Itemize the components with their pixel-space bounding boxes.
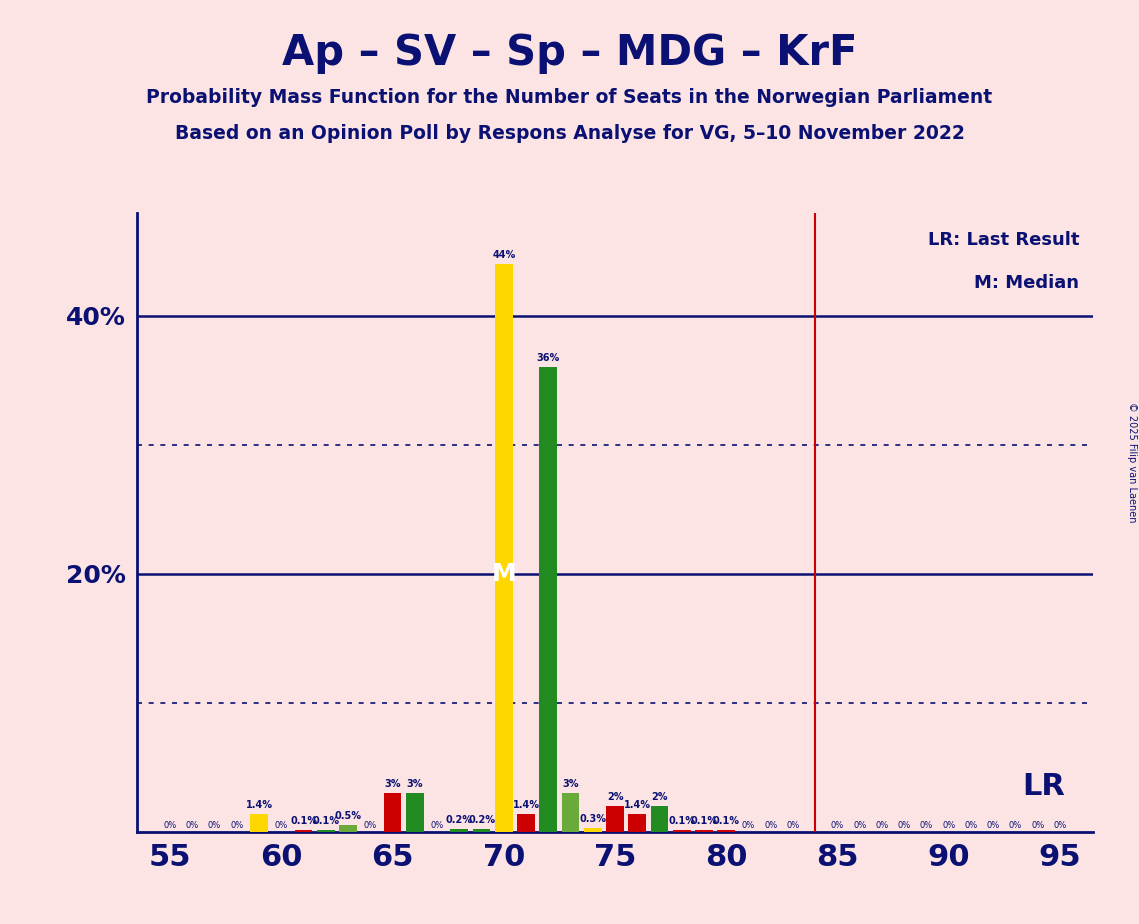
Text: 3%: 3% (407, 779, 423, 789)
Bar (673, 831, 690, 832)
Text: © 2025 Filip van Laenen: © 2025 Filip van Laenen (1128, 402, 1137, 522)
Text: 0.1%: 0.1% (312, 817, 339, 826)
Text: 0.1%: 0.1% (690, 817, 718, 826)
Bar (606, 806, 624, 832)
Text: Based on an Opinion Poll by Respons Analyse for VG, 5–10 November 2022: Based on an Opinion Poll by Respons Anal… (174, 124, 965, 143)
Text: 0%: 0% (942, 821, 956, 831)
Text: 1.4%: 1.4% (513, 799, 540, 809)
Text: 2%: 2% (652, 792, 667, 802)
Bar (695, 831, 713, 832)
Bar (450, 829, 468, 832)
Text: 1.4%: 1.4% (246, 799, 272, 809)
Text: Probability Mass Function for the Number of Seats in the Norwegian Parliament: Probability Mass Function for the Number… (147, 88, 992, 107)
Text: 0.1%: 0.1% (713, 817, 740, 826)
Bar (384, 793, 401, 832)
Text: LR: LR (1022, 772, 1065, 800)
Text: 0%: 0% (431, 821, 444, 831)
Text: 0.1%: 0.1% (290, 817, 317, 826)
Text: LR: Last Result: LR: Last Result (927, 231, 1079, 249)
Text: 36%: 36% (536, 353, 560, 363)
Bar (495, 264, 513, 832)
Bar (339, 825, 357, 832)
Text: 0%: 0% (764, 821, 778, 831)
Text: 0.2%: 0.2% (445, 815, 473, 825)
Text: 0%: 0% (274, 821, 288, 831)
Text: 0%: 0% (186, 821, 199, 831)
Text: 0%: 0% (853, 821, 867, 831)
Bar (584, 828, 601, 832)
Text: M: M (491, 562, 516, 586)
Text: 0%: 0% (363, 821, 377, 831)
Bar (718, 831, 735, 832)
Bar (650, 806, 669, 832)
Text: 0.3%: 0.3% (580, 814, 606, 824)
Text: 0%: 0% (831, 821, 844, 831)
Bar (295, 831, 312, 832)
Text: 0%: 0% (986, 821, 1000, 831)
Text: 3%: 3% (563, 779, 579, 789)
Bar (473, 829, 491, 832)
Bar (317, 831, 335, 832)
Text: 0%: 0% (208, 821, 221, 831)
Text: 0%: 0% (786, 821, 800, 831)
Text: 0%: 0% (1031, 821, 1044, 831)
Bar (629, 813, 646, 832)
Text: 0.1%: 0.1% (669, 817, 695, 826)
Bar (405, 793, 424, 832)
Bar (517, 813, 535, 832)
Text: 3%: 3% (384, 779, 401, 789)
Text: 0%: 0% (920, 821, 933, 831)
Text: 0%: 0% (741, 821, 755, 831)
Text: 0%: 0% (163, 821, 177, 831)
Text: 2%: 2% (607, 792, 623, 802)
Text: 0%: 0% (898, 821, 911, 831)
Text: 0.5%: 0.5% (335, 811, 361, 821)
Bar (251, 813, 268, 832)
Text: 0.2%: 0.2% (468, 815, 495, 825)
Text: 0%: 0% (1009, 821, 1022, 831)
Text: 0%: 0% (1054, 821, 1067, 831)
Text: 44%: 44% (492, 250, 516, 261)
Bar (562, 793, 580, 832)
Bar (540, 367, 557, 832)
Text: Ap – SV – Sp – MDG – KrF: Ap – SV – Sp – MDG – KrF (281, 32, 858, 74)
Text: M: Median: M: Median (974, 274, 1079, 292)
Text: 0%: 0% (876, 821, 888, 831)
Text: 1.4%: 1.4% (624, 799, 650, 809)
Text: 0%: 0% (965, 821, 977, 831)
Text: 0%: 0% (230, 821, 244, 831)
